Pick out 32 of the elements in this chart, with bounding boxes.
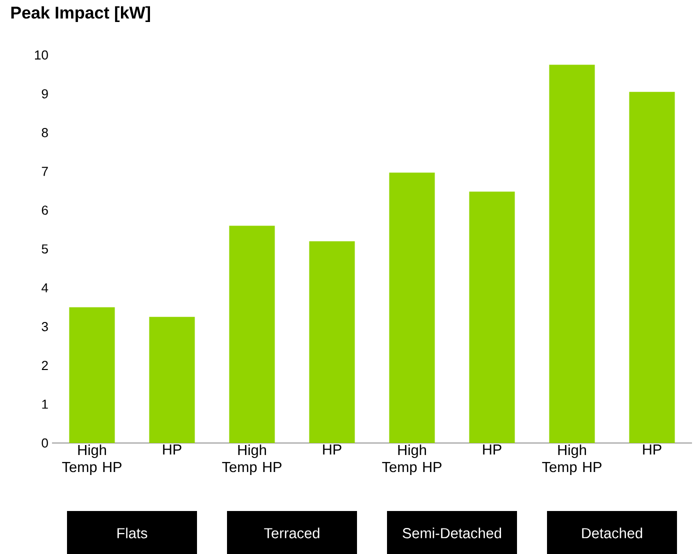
x-tick-label: High Temp HP: [62, 444, 122, 476]
bar: [229, 226, 275, 443]
text: Semi-Detached: [402, 528, 502, 538]
x-tick-label: High Temp HP: [222, 444, 282, 476]
bar: [629, 92, 675, 443]
x-tick-label: High Temp HP: [542, 444, 602, 476]
bar: [309, 241, 355, 443]
y-tick-label: 1: [42, 400, 48, 409]
x-tick-label: HP: [163, 444, 182, 454]
y-tick-label: 2: [42, 360, 48, 370]
y-tick-label: 10: [35, 50, 48, 60]
y-tick-label: 9: [42, 89, 48, 98]
y-tick-label: 3: [42, 322, 48, 332]
y-tick-label: 4: [42, 283, 48, 292]
text: Flats: [117, 528, 148, 538]
y-tick-label: 0: [42, 438, 48, 448]
x-tick-label: HP: [643, 444, 662, 454]
y-tick-label: 5: [42, 244, 48, 254]
chart-title: Peak Impact [kW]: [11, 6, 150, 22]
y-tick-label: 8: [42, 128, 48, 138]
bar: [149, 316, 195, 443]
bar: [69, 307, 115, 443]
text: Terraced: [264, 528, 320, 538]
y-tick-label: 6: [42, 206, 48, 215]
x-tick-label: High Temp HP: [382, 444, 442, 476]
bar: [549, 64, 595, 443]
x-tick-label: HP: [323, 444, 342, 454]
bar: [469, 192, 515, 443]
bar: [389, 172, 435, 443]
text: Detached: [582, 528, 642, 538]
x-tick-label: HP: [483, 444, 502, 454]
y-tick-label: 7: [42, 166, 48, 176]
